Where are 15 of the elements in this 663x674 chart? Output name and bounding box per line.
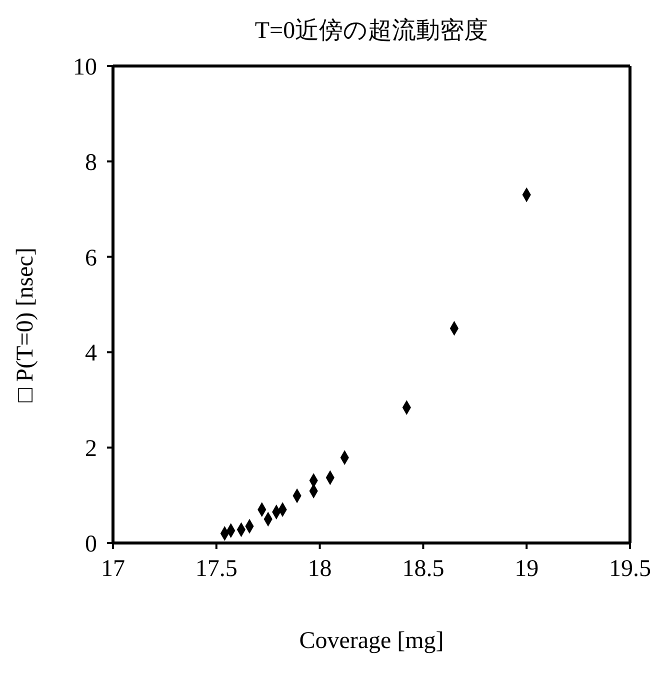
x-tick-label: 18.5 [402, 556, 444, 582]
x-tick-label: 18 [308, 556, 332, 582]
chart-title: T=0近傍の超流動密度 [254, 16, 490, 46]
x-axis-title: Coverage [mg] [298, 628, 445, 655]
x-tick-label: 19.5 [609, 556, 651, 582]
y-tick-label: 2 [85, 436, 97, 462]
y-tick-label: 4 [85, 340, 97, 367]
x-tick-label: 17 [101, 556, 125, 582]
y-tick-label: 10 [73, 54, 97, 81]
y-tick-label: 6 [85, 245, 97, 272]
x-tick-label: 19 [514, 556, 539, 582]
y-tick-label: 0 [85, 532, 97, 558]
y-tick-label: 8 [85, 150, 97, 176]
y-axis-title: □ P(T=0) [nsec] [12, 248, 40, 402]
x-tick-label: 17.5 [195, 556, 238, 582]
